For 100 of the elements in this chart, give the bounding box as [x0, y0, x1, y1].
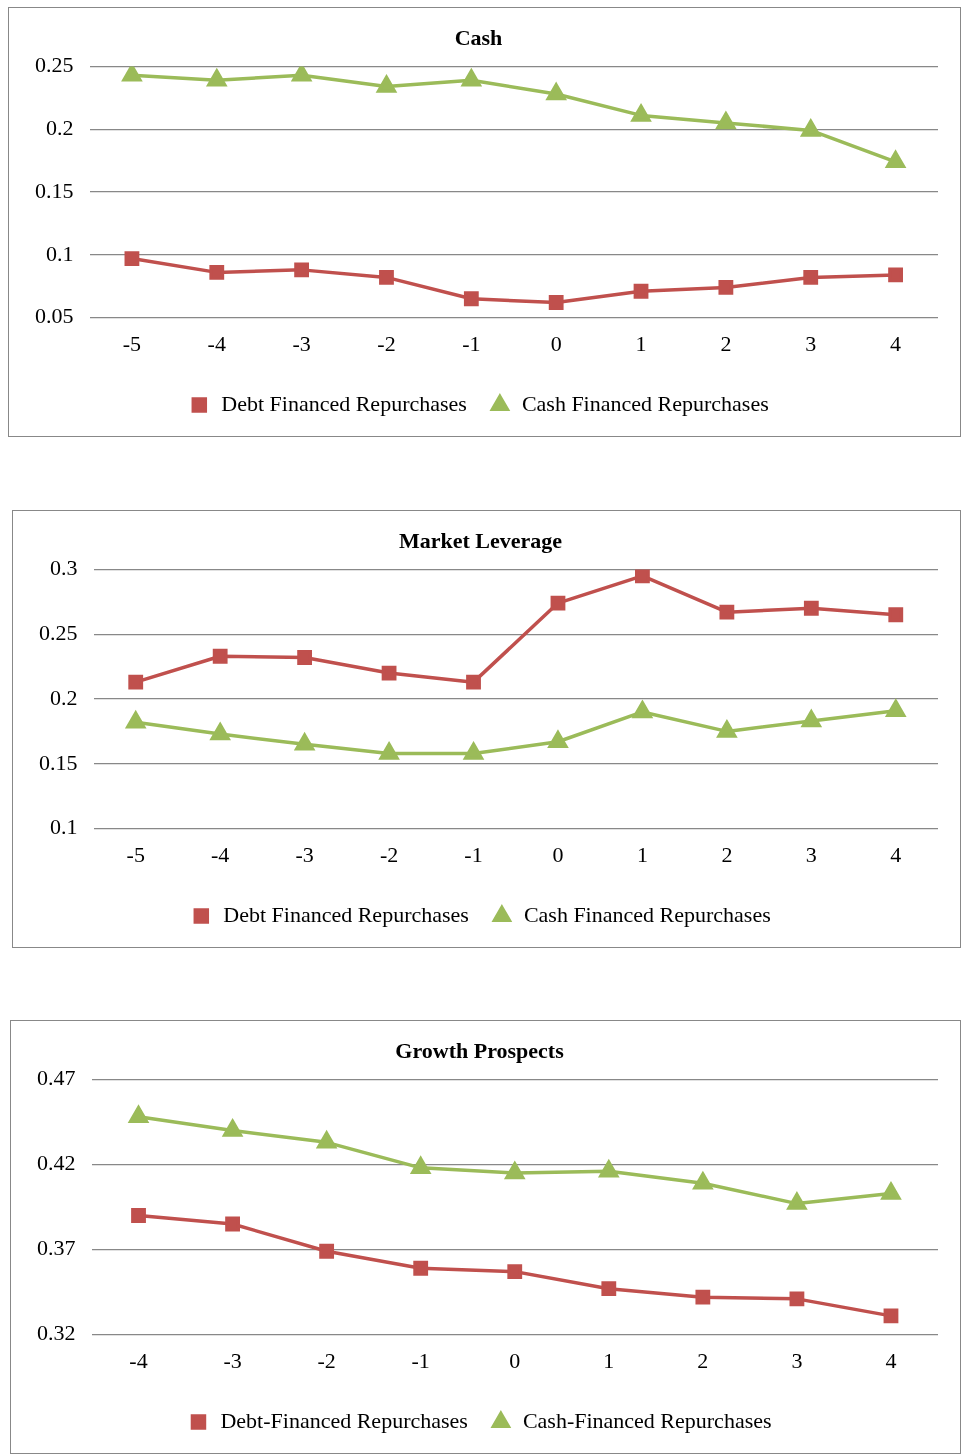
point: [292, 66, 312, 82]
point: [693, 1172, 713, 1190]
x-tick-label: 1: [636, 841, 648, 867]
point: [128, 1106, 149, 1124]
chart-title: Cash: [454, 24, 503, 50]
legend-label: Cash-Financed Repurchases: [522, 1407, 772, 1433]
point: [548, 295, 564, 310]
y-tick-label: 0.1: [46, 240, 74, 266]
legend-label: Debt Financed Repurchases: [221, 390, 467, 416]
point: [122, 66, 142, 82]
point: [210, 723, 230, 741]
point: [787, 1192, 807, 1210]
x-tick-label: -3: [223, 1347, 242, 1373]
legend-label: Cash Financed Repurchases: [521, 390, 769, 416]
point: [411, 1157, 431, 1175]
point: [295, 733, 315, 751]
point: [413, 1260, 429, 1276]
y-tick-label: 0.15: [35, 177, 74, 203]
point: [635, 569, 650, 584]
point: [207, 69, 227, 87]
chart-title: Market Leverage: [398, 527, 563, 553]
y-tick-label: 0.15: [39, 749, 78, 775]
x-tick-label: -4: [211, 841, 230, 867]
x-tick-label: -4: [207, 330, 226, 356]
legend-label: Cash Financed Repurchases: [523, 901, 771, 927]
point: [463, 742, 484, 760]
point: [631, 104, 651, 122]
point: [801, 119, 821, 137]
x-tick-label: 1: [635, 330, 647, 356]
legend-label: Debt Financed Repurchases: [223, 901, 469, 927]
point: [883, 1308, 899, 1324]
point: [125, 709, 147, 729]
point: [886, 699, 906, 717]
x-tick-label: -2: [317, 1347, 336, 1373]
x-tick-label: 0: [550, 330, 562, 356]
y-tick-label: 0.25: [35, 52, 74, 78]
x-tick-label: -5: [122, 330, 142, 356]
x-tick-label: 2: [697, 1347, 709, 1373]
point: [695, 1289, 711, 1305]
x-tick-label: -5: [126, 841, 145, 867]
x-tick-label: 0: [509, 1347, 521, 1373]
point: [505, 1162, 525, 1180]
point: [124, 251, 140, 266]
point: [719, 604, 735, 620]
y-tick-label: 0.25: [39, 619, 78, 645]
x-tick-label: -2: [379, 841, 399, 867]
point: [379, 270, 394, 285]
point: [463, 291, 479, 307]
y-tick-label: 0.3: [50, 555, 78, 581]
point: [881, 1182, 901, 1200]
y-tick-label: 0.47: [37, 1065, 76, 1091]
x-tick-label: -2: [377, 330, 396, 356]
y-tick-label: 0.2: [50, 684, 78, 710]
point: [598, 1158, 620, 1178]
x-tick-label: 3: [805, 841, 817, 867]
x-tick-label: 4: [890, 841, 902, 867]
y-tick-label: 0.05: [35, 303, 74, 329]
point: [888, 267, 903, 283]
x-tick-label: -1: [462, 330, 481, 356]
x-tick-label: -3: [295, 841, 314, 867]
x-tick-label: 2: [720, 330, 732, 356]
y-tick-label: 0.1: [50, 814, 78, 840]
x-tick-label: -3: [292, 330, 311, 356]
y-tick-label: 0.37: [37, 1235, 76, 1261]
x-tick-label: 3: [805, 330, 817, 356]
point: [507, 1264, 523, 1280]
x-tick-label: 3: [791, 1347, 803, 1373]
point: [548, 731, 568, 749]
x-tick-label: 4: [890, 330, 902, 356]
x-tick-label: 1: [603, 1347, 615, 1373]
point: [888, 607, 904, 623]
point: [633, 283, 649, 299]
point: [316, 1129, 338, 1149]
point: [466, 674, 481, 690]
chart-title: Growth Prospects: [395, 1037, 565, 1063]
x-tick-label: 0: [552, 841, 564, 867]
y-tick-label: 0.32: [37, 1320, 76, 1346]
x-tick-label: 4: [885, 1347, 897, 1373]
point: [550, 595, 566, 611]
x-tick-label: -1: [464, 841, 483, 867]
point: [209, 264, 225, 280]
point: [297, 650, 313, 665]
point: [632, 701, 652, 719]
point: [376, 75, 397, 93]
point: [789, 1291, 805, 1307]
point: [223, 1119, 243, 1137]
point: [225, 1216, 240, 1232]
point: [803, 600, 819, 616]
point: [546, 83, 566, 101]
point: [717, 720, 737, 738]
point: [379, 742, 399, 760]
point: [601, 1281, 617, 1297]
point: [803, 270, 819, 285]
point: [128, 674, 144, 690]
y-tick-label: 0.2: [46, 114, 74, 140]
point: [801, 710, 821, 728]
point: [886, 151, 906, 169]
point: [718, 280, 734, 295]
legend-label: Debt-Financed Repurchases: [220, 1407, 468, 1433]
point: [319, 1243, 335, 1259]
